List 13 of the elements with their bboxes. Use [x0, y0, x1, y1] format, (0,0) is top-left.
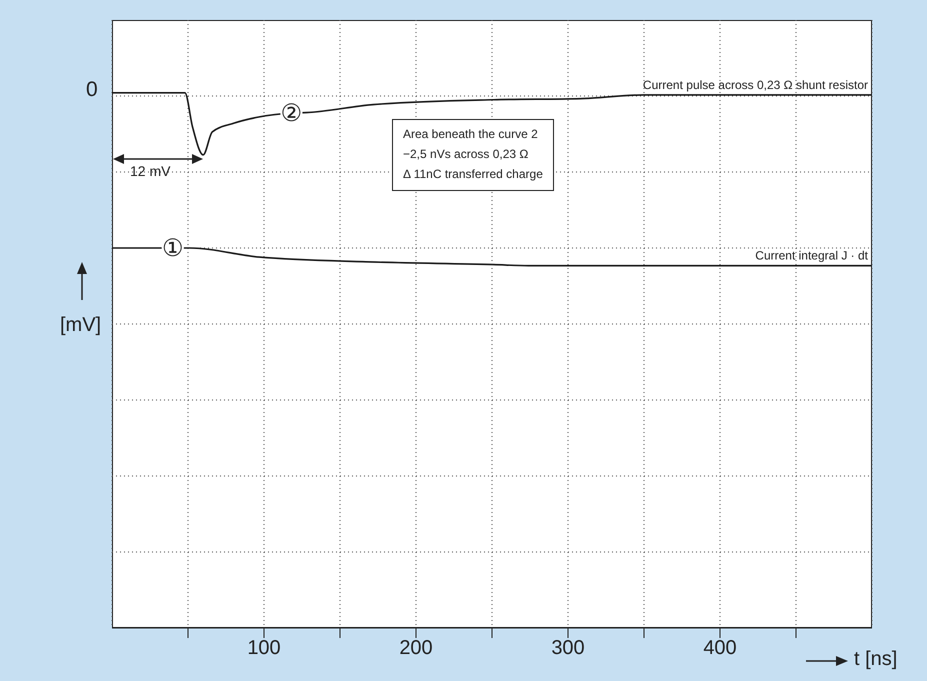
annotation: 12 mV: [130, 162, 170, 181]
annotation: ②: [280, 99, 302, 128]
y-axis-title: [mV]: [60, 314, 102, 337]
x-tick-label: 100: [247, 637, 281, 660]
annotation: Area beneath the curve 2 −2,5 nVs across 0,23 Ω Δ 11nC transferred charge: [403, 126, 543, 183]
x-tick-label: 400: [703, 637, 737, 660]
text: 0: [86, 78, 98, 101]
annotation: ①: [162, 234, 184, 262]
x-tick-label: 200: [399, 637, 433, 660]
x-axis-title: t [ns]: [854, 648, 898, 671]
series-label: Current pulse across 0,23 Ω shunt resistor: [642, 78, 868, 92]
x-tick-label: 300: [551, 637, 585, 660]
series-label: Current integral J · dt: [755, 248, 869, 263]
